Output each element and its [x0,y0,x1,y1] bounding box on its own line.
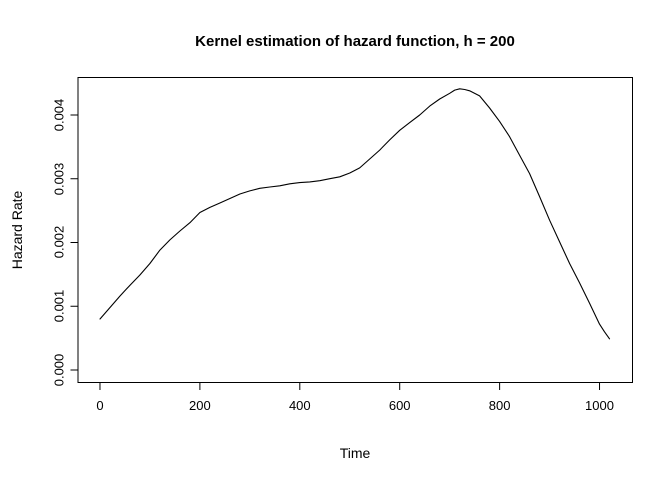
y-tick-label: 0.004 [51,98,67,132]
plot-box [77,77,633,383]
x-tick-label: 200 [189,398,211,413]
x-tick-label: 800 [488,398,511,413]
plot-title: Kernel estimation of hazard function, h … [195,33,515,50]
hazard-curve [99,88,611,340]
x-tick-label: 1000 [585,398,614,413]
x-tick-label: 400 [288,398,311,413]
y-axis-label: Hazard Rate [9,190,25,270]
x-tick-label: 0 [96,398,104,413]
y-tick-label: 0.000 [51,353,67,387]
x-axis-label: Time [339,445,371,461]
x-tick-label: 600 [388,398,411,413]
y-tick-label: 0.002 [51,226,67,259]
axis-tick-marks [70,114,601,390]
y-tick-label: 0.003 [51,162,67,196]
y-tick-label: 0.001 [51,289,67,323]
